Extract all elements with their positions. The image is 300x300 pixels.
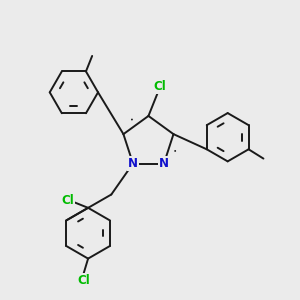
Text: Cl: Cl [77, 274, 90, 287]
Text: Cl: Cl [153, 80, 166, 93]
Text: N: N [159, 157, 169, 170]
Text: Cl: Cl [61, 194, 74, 207]
Text: N: N [128, 157, 138, 170]
